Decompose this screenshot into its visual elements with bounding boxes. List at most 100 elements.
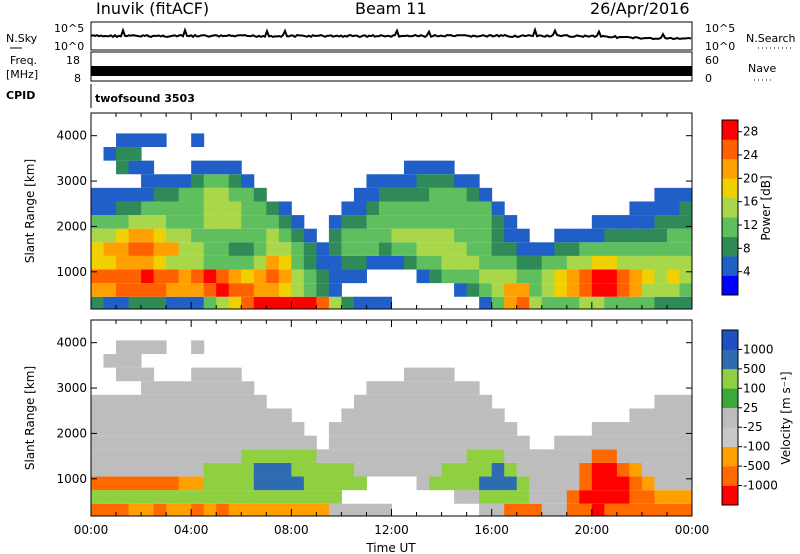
power-cell	[278, 269, 292, 284]
velocity-cell	[679, 462, 693, 477]
freq-tick-top: 18	[66, 54, 80, 67]
power-cell	[153, 201, 167, 216]
velocity-cell	[116, 503, 130, 516]
power-cell	[253, 201, 267, 216]
power-cell	[654, 283, 668, 297]
velocity-y-axis: 1000 2000 3000 4000	[56, 336, 692, 486]
velocity-cell	[253, 476, 267, 491]
velocity-cell	[191, 422, 205, 436]
velocity-cell	[91, 476, 105, 491]
power-cell	[253, 187, 267, 202]
power-cell	[353, 242, 367, 256]
velocity-cell	[228, 422, 242, 436]
power-cell	[591, 215, 605, 229]
velocity-cell	[629, 503, 643, 516]
power-colorbar-frame	[721, 119, 739, 296]
velocity-cell	[416, 367, 430, 382]
power-cell	[529, 242, 543, 256]
velocity-cell	[216, 476, 230, 491]
velocity-cell	[466, 422, 480, 436]
velocity-cell	[103, 449, 117, 463]
velocity-cell	[328, 435, 342, 450]
velocity-cell	[266, 422, 280, 436]
velocity-cell	[153, 381, 167, 395]
power-cell	[341, 228, 355, 243]
power-cell	[629, 283, 643, 297]
velocity-colorbar-swatches	[722, 330, 738, 506]
power-cell	[629, 296, 643, 309]
power-cell	[228, 242, 242, 256]
power-cell	[404, 160, 418, 175]
power-cell	[491, 215, 505, 229]
power-cell	[441, 187, 455, 202]
power-cell	[566, 283, 580, 297]
power-cell	[103, 269, 117, 284]
power-cell	[116, 255, 130, 270]
power-cell	[504, 228, 518, 243]
power-cell	[128, 201, 142, 216]
velocity-cell	[103, 476, 117, 491]
power-cell	[591, 255, 605, 270]
velocity-cell	[416, 462, 430, 477]
power-cell	[141, 269, 155, 284]
velocity-cell	[466, 449, 480, 463]
nsky-tick-top: 10^5	[54, 22, 84, 35]
power-cell	[141, 174, 155, 188]
power-cell	[604, 296, 618, 309]
velocity-cell	[241, 435, 255, 450]
power-cell	[504, 269, 518, 284]
velocity-cell	[203, 490, 217, 504]
velocity-cell	[616, 476, 630, 491]
velocity-cell	[291, 490, 305, 504]
velocity-cell	[316, 490, 330, 504]
power-cell	[591, 269, 605, 284]
power-colorbar-swatch	[722, 236, 738, 257]
velocity-cell	[491, 449, 505, 463]
power-colorbar-swatch	[722, 120, 738, 140]
velocity-cell	[166, 490, 180, 504]
power-cell	[579, 242, 593, 256]
velocity-cell	[278, 449, 292, 463]
power-cell	[529, 255, 543, 270]
velocity-cell	[141, 381, 155, 395]
power-cell	[616, 228, 630, 243]
velocity-cell	[366, 381, 380, 395]
velocity-cell	[191, 367, 205, 382]
velocity-cell	[178, 462, 192, 477]
velocity-cell	[303, 503, 317, 516]
velocity-cells	[91, 340, 693, 516]
power-cell	[191, 187, 205, 202]
velocity-cell	[654, 476, 668, 491]
power-cell	[303, 255, 317, 270]
power-cell	[353, 201, 367, 216]
power-cell	[91, 242, 105, 256]
power-ytick-label: 4000	[56, 129, 87, 143]
velocity-cell	[253, 462, 267, 477]
velocity-cell	[266, 435, 280, 450]
power-cell	[91, 283, 105, 297]
freq-band	[91, 66, 692, 76]
velocity-cell	[103, 435, 117, 450]
power-cell	[141, 160, 155, 175]
power-cell	[579, 255, 593, 270]
velocity-cell	[616, 422, 630, 436]
power-cell	[679, 215, 693, 229]
power-cell	[516, 255, 530, 270]
power-cell	[416, 242, 430, 256]
power-cell	[103, 283, 117, 297]
velocity-cell	[266, 408, 280, 423]
power-cell	[516, 269, 530, 284]
velocity-cell	[241, 381, 255, 395]
velocity-cell	[216, 422, 230, 436]
velocity-cell	[241, 503, 255, 516]
power-cell	[479, 269, 493, 284]
velocity-cell	[353, 422, 367, 436]
power-cell	[416, 215, 430, 229]
velocity-cell	[366, 408, 380, 423]
power-cell	[541, 255, 555, 270]
velocity-cell	[178, 394, 192, 409]
velocity-cell	[504, 503, 518, 516]
power-cell	[228, 255, 242, 270]
velocity-cell	[604, 449, 618, 463]
velocity-cell	[166, 476, 180, 491]
